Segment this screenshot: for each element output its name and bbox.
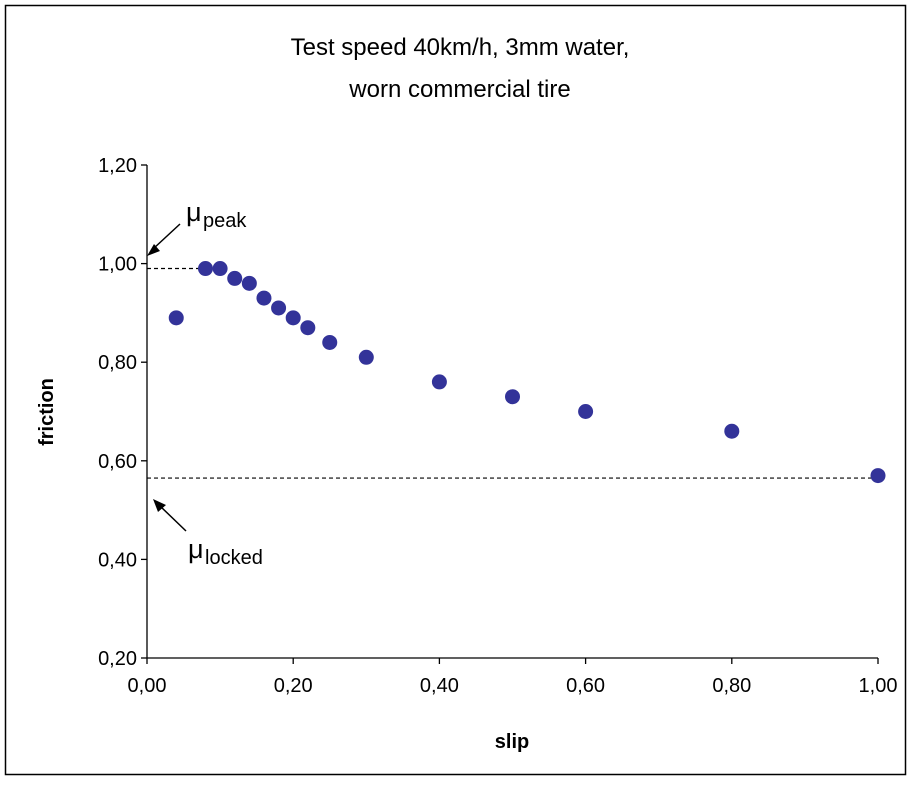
x-tick-label: 0,40 — [420, 675, 459, 697]
data-point — [271, 300, 287, 316]
data-point — [168, 310, 184, 326]
annotation-locked-arrow — [159, 505, 187, 532]
chart-frame — [4, 4, 907, 776]
data-point — [431, 374, 447, 390]
x-tick-label: 1,00 — [859, 675, 898, 697]
x-tick-label: 0,20 — [274, 675, 313, 697]
y-tick-label: 0,20 — [98, 648, 137, 670]
data-point — [358, 349, 374, 365]
annotation-peak: μ peak — [147, 197, 247, 256]
annotation-peak-subscript: peak — [203, 210, 247, 232]
annotation-locked: μ locked — [153, 499, 263, 569]
y-axis-label: friction — [36, 378, 58, 446]
data-point — [241, 275, 257, 291]
data-point — [197, 261, 213, 277]
y-tick-label: 0,60 — [98, 451, 137, 473]
annotation-locked-arrowhead — [153, 499, 166, 512]
ticks: 0,20 0,40 0,60 0,80 1,00 1,20 0,00 0,20 0,40 0,60… — [98, 155, 897, 697]
data-point — [505, 389, 520, 405]
y-tick-label: 0,80 — [98, 352, 137, 374]
chart-title-line-2: worn commercial tire — [348, 76, 570, 103]
x-tick-label: 0,60 — [566, 675, 605, 697]
chart-title-line-1: Test speed 40km/h, 3mm water, — [291, 34, 630, 61]
x-axis-label: slip — [495, 731, 529, 753]
annotation-peak-symbol: μ — [186, 197, 202, 227]
data-point — [256, 290, 272, 306]
data-point — [285, 310, 301, 326]
y-tick-label: 1,00 — [98, 254, 137, 276]
x-tick-label: 0,80 — [712, 675, 751, 697]
annotation-peak-arrowhead — [147, 244, 160, 256]
data-point — [300, 320, 316, 336]
data-point — [724, 423, 740, 439]
data-points — [168, 261, 886, 484]
data-point — [870, 468, 886, 484]
annotation-locked-symbol: μ — [188, 534, 204, 564]
data-point — [227, 270, 243, 286]
y-tick-label: 0,40 — [98, 549, 137, 571]
y-tick-label: 1,20 — [98, 155, 137, 177]
annotation-peak-arrow — [152, 223, 181, 250]
data-point — [578, 404, 594, 419]
data-point — [212, 261, 228, 277]
axes — [146, 165, 878, 659]
x-tick-label: 0,00 — [128, 675, 167, 697]
data-point — [322, 334, 338, 350]
annotation-locked-subscript: locked — [205, 547, 263, 569]
reference-lines — [147, 267, 878, 479]
